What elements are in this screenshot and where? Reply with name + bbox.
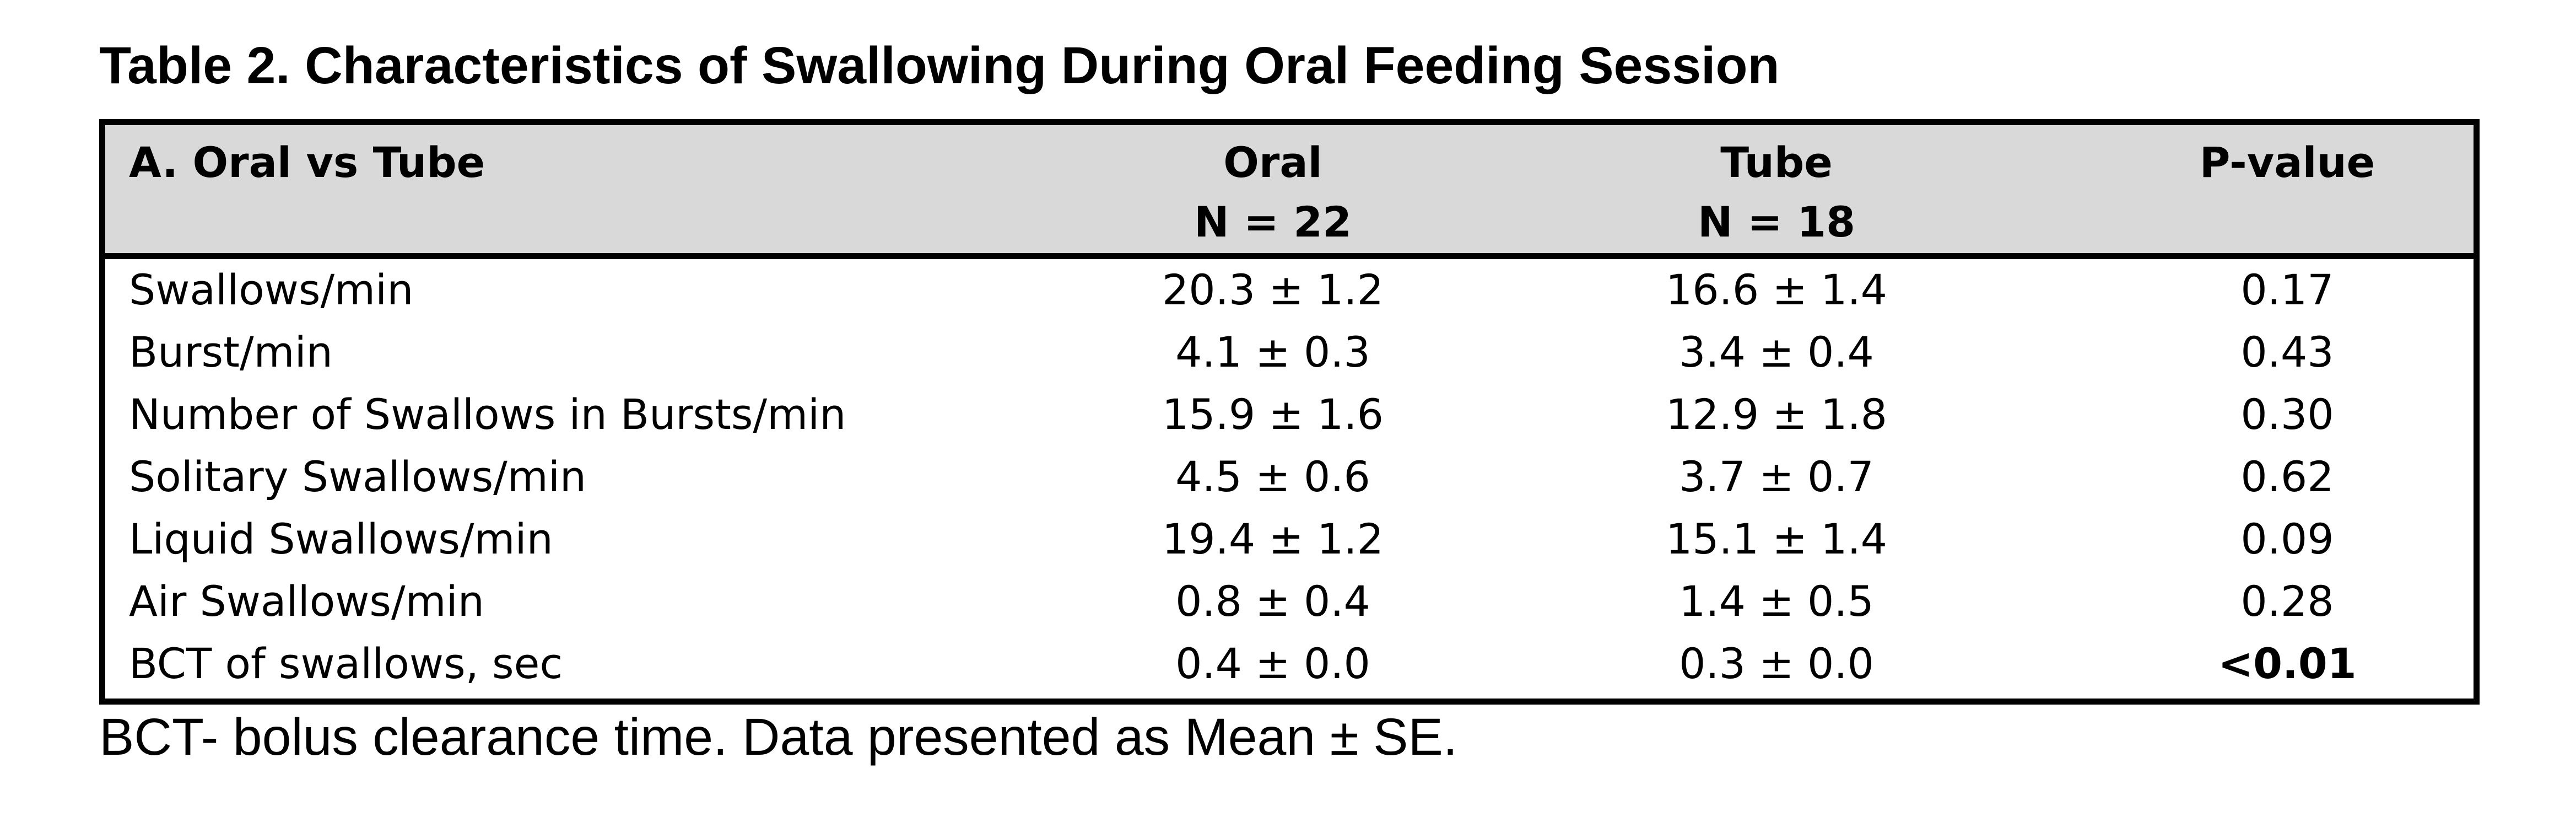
table-row: BCT of swallows, sec 0.4 ± 0.0 0.3 ± 0.0 <0…: [105, 633, 2474, 695]
table-title: Table 2. Characteristics of Swallowing D…: [99, 36, 1780, 95]
p-value: 0.09: [2240, 514, 2334, 563]
p-value: 0.30: [2240, 390, 2334, 439]
row-label: Swallows/min: [129, 265, 414, 314]
p-value: 0.28: [2240, 577, 2334, 626]
p-value: <0.01: [2218, 639, 2357, 688]
column-header-tube-label: Tube: [1720, 138, 1833, 187]
p-value: 0.43: [2240, 327, 2334, 377]
tube-value: 3.7 ± 0.7: [1679, 452, 1874, 501]
row-label: Solitary Swallows/min: [129, 452, 587, 501]
oral-value: 20.3 ± 1.2: [1162, 265, 1384, 314]
tube-value: 3.4 ± 0.4: [1679, 327, 1874, 377]
p-value: 0.62: [2240, 452, 2334, 501]
column-header-pvalue: P-value: [2200, 142, 2375, 184]
table-header: A. Oral vs Tube Oral N = 22 Tube N = 18 …: [105, 125, 2474, 259]
table-row: Burst/min 4.1 ± 0.3 3.4 ± 0.4 0.43: [105, 321, 2474, 384]
table-row: Swallows/min 20.3 ± 1.2 16.6 ± 1.4 0.17: [105, 259, 2474, 321]
oral-value: 4.1 ± 0.3: [1175, 327, 1370, 377]
table-footnote: BCT- bolus clearance time. Data presente…: [99, 708, 1458, 766]
column-header-oral-label: Oral: [1223, 138, 1322, 187]
row-label: Number of Swallows in Bursts/min: [129, 390, 846, 439]
column-header-pvalue-label: P-value: [2199, 138, 2375, 187]
tube-value: 16.6 ± 1.4: [1665, 265, 1888, 314]
table-row: Air Swallows/min 0.8 ± 0.4 1.4 ± 0.5 0.28: [105, 571, 2474, 633]
table-row: Solitary Swallows/min 4.5 ± 0.6 3.7 ± 0.7 0…: [105, 446, 2474, 508]
table-row: Number of Swallows in Bursts/min 15.9 ± 1…: [105, 384, 2474, 446]
p-value: 0.17: [2240, 265, 2334, 314]
tube-value: 12.9 ± 1.8: [1665, 390, 1888, 439]
column-header-oral: Oral N = 22: [1194, 142, 1352, 243]
oral-value: 4.5 ± 0.6: [1175, 452, 1370, 501]
oral-value: 0.4 ± 0.0: [1175, 639, 1370, 688]
row-label: Air Swallows/min: [129, 577, 484, 626]
column-header-tube-n: N = 18: [1698, 197, 1855, 246]
data-table: A. Oral vs Tube Oral N = 22 Tube N = 18 …: [99, 119, 2480, 705]
oral-value: 15.9 ± 1.6: [1162, 390, 1384, 439]
tube-value: 0.3 ± 0.0: [1679, 639, 1874, 688]
row-label: Burst/min: [129, 327, 333, 377]
row-label: BCT of swallows, sec: [129, 639, 563, 688]
oral-value: 0.8 ± 0.4: [1175, 577, 1370, 626]
tube-value: 15.1 ± 1.4: [1665, 514, 1888, 563]
column-header-tube: Tube N = 18: [1698, 142, 1855, 243]
table-row: Liquid Swallows/min 19.4 ± 1.2 15.1 ± 1.4 0…: [105, 508, 2474, 571]
row-label: Liquid Swallows/min: [129, 514, 553, 563]
oral-value: 19.4 ± 1.2: [1162, 514, 1384, 563]
section-label: A. Oral vs Tube: [129, 138, 485, 187]
column-header-oral-n: N = 22: [1194, 197, 1352, 246]
tube-value: 1.4 ± 0.5: [1679, 577, 1874, 626]
